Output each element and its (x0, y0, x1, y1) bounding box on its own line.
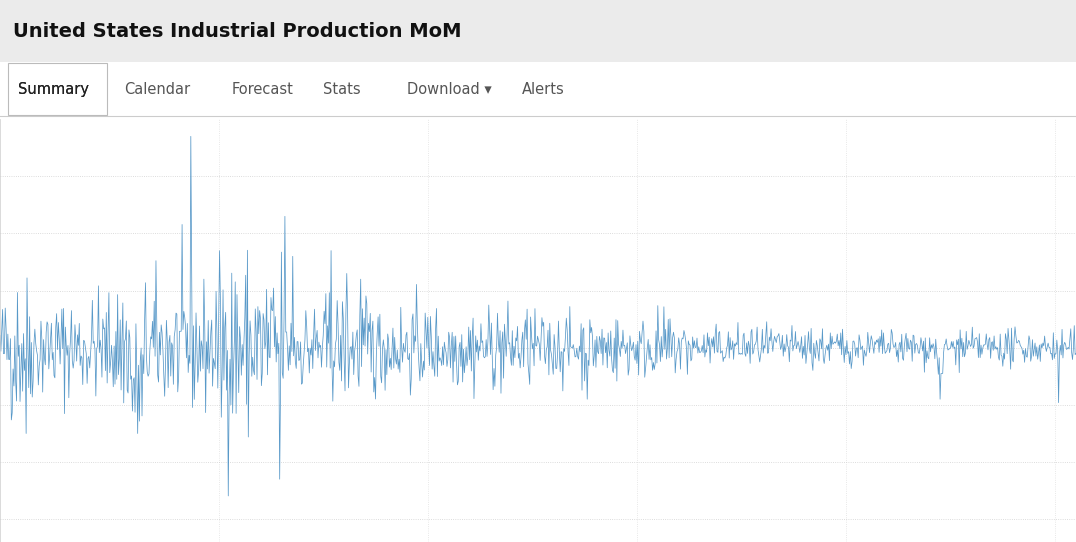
Text: Calendar: Calendar (124, 82, 189, 97)
Text: Alerts: Alerts (522, 82, 565, 97)
FancyBboxPatch shape (8, 63, 107, 115)
Text: Forecast: Forecast (231, 82, 294, 97)
Text: Stats: Stats (323, 82, 360, 97)
Text: Summary: Summary (18, 82, 89, 97)
Text: Summary: Summary (18, 82, 89, 97)
Text: Download ▾: Download ▾ (407, 82, 492, 97)
Text: United States Industrial Production MoM: United States Industrial Production MoM (13, 22, 462, 41)
